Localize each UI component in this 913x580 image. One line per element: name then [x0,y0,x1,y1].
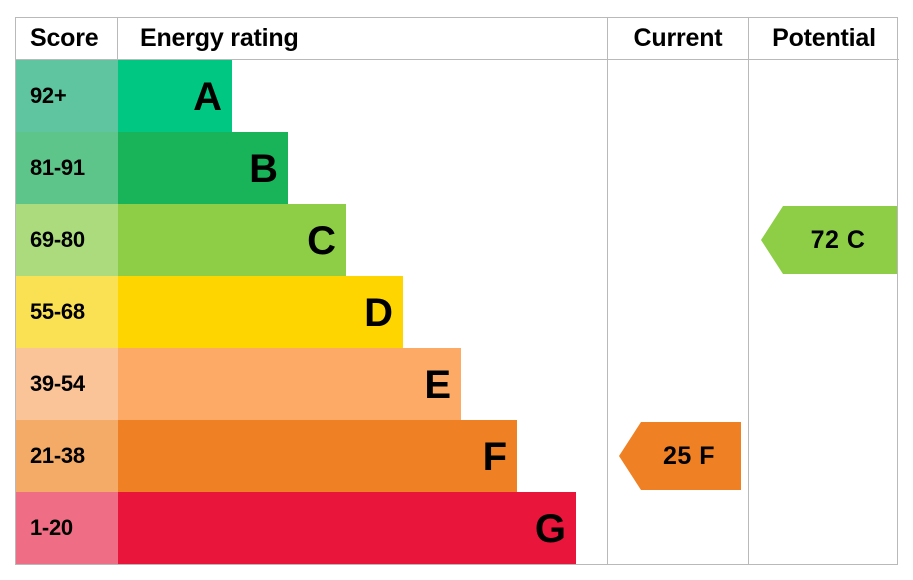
score-range-cell-d: 55-68 [16,276,118,348]
rating-band-row-b: 81-91 B [16,132,897,204]
energy-rating-cell-b: B [118,132,608,204]
energy-rating-cell-a: A [118,60,608,132]
current-cell-g [608,492,749,564]
rating-band-row-c: 69-80 C 72 C [16,204,897,276]
score-range-cell-e: 39-54 [16,348,118,420]
rating-bar-c: C [118,204,346,276]
current-cell-e [608,348,749,420]
rating-band-rows: 92+ A 81-91 B 69-80 C 72 C 55-68 D 39-54 E 21-38 F 25… [16,60,897,566]
potential-rating-badge: 72 C [761,206,897,274]
score-range-label: 21-38 [30,443,85,468]
rating-bar-letter: C [307,219,336,263]
epc-energy-rating-chart: Score Energy rating Current Potential 92… [15,17,899,566]
rating-bar-e: E [118,348,461,420]
energy-rating-cell-e: E [118,348,608,420]
column-header-potential-label: Potential [772,24,876,52]
score-range-label: 39-54 [30,371,85,396]
score-range-cell-f: 21-38 [16,420,118,492]
potential-cell-a [749,60,899,132]
rating-band-row-f: 21-38 F 25 F [16,420,897,492]
energy-rating-cell-c: C [118,204,608,276]
column-header-current: Current [608,18,749,60]
rating-bar-letter: G [534,507,566,551]
rating-bar-g: G [118,492,576,564]
column-header-energy-rating: Energy rating [118,18,608,60]
rating-band-row-g: 1-20 G [16,492,897,564]
current-cell-f: 25 F [608,420,749,492]
rating-band-row-e: 39-54 E [16,348,897,420]
energy-rating-cell-f: F [118,420,608,492]
score-range-cell-b: 81-91 [16,132,118,204]
column-header-energy-rating-label: Energy rating [140,24,299,52]
score-range-label: 69-80 [30,227,85,252]
rating-band-row-d: 55-68 D [16,276,897,348]
rating-bar-letter: D [364,291,393,335]
current-rating-badge: 25 F [619,422,741,490]
score-range-cell-c: 69-80 [16,204,118,276]
current-rating-badge-label: 25 F [662,441,716,470]
score-range-cell-g: 1-20 [16,492,118,564]
energy-rating-cell-d: D [118,276,608,348]
potential-cell-d [749,276,899,348]
rating-bar-b: B [118,132,288,204]
rating-bar-letter: F [482,435,507,479]
potential-cell-b [749,132,899,204]
score-range-label: 81-91 [30,155,85,180]
potential-cell-e [749,348,899,420]
current-cell-d [608,276,749,348]
column-header-potential: Potential [749,18,899,60]
table-header-row: Score Energy rating Current Potential [16,18,899,60]
rating-bar-d: D [118,276,403,348]
potential-cell-f [749,420,899,492]
column-header-score: Score [16,18,118,60]
score-range-label: 55-68 [30,299,85,324]
score-range-cell-a: 92+ [16,60,118,132]
rating-bar-a: A [118,60,232,132]
score-range-label: 92+ [30,83,67,108]
rating-band-row-a: 92+ A [16,60,897,132]
rating-bar-letter: B [249,147,278,191]
potential-cell-c: 72 C [749,204,899,276]
column-header-score-label: Score [30,24,99,52]
rating-bar-f: F [118,420,517,492]
energy-rating-cell-g: G [118,492,608,564]
potential-cell-g [749,492,899,564]
rating-bar-letter: E [424,363,451,407]
current-cell-a [608,60,749,132]
score-range-label: 1-20 [30,515,73,540]
potential-rating-badge-label: 72 C [810,225,866,254]
rating-bar-letter: A [193,75,222,119]
column-header-current-label: Current [633,24,723,52]
current-cell-b [608,132,749,204]
current-cell-c [608,204,749,276]
